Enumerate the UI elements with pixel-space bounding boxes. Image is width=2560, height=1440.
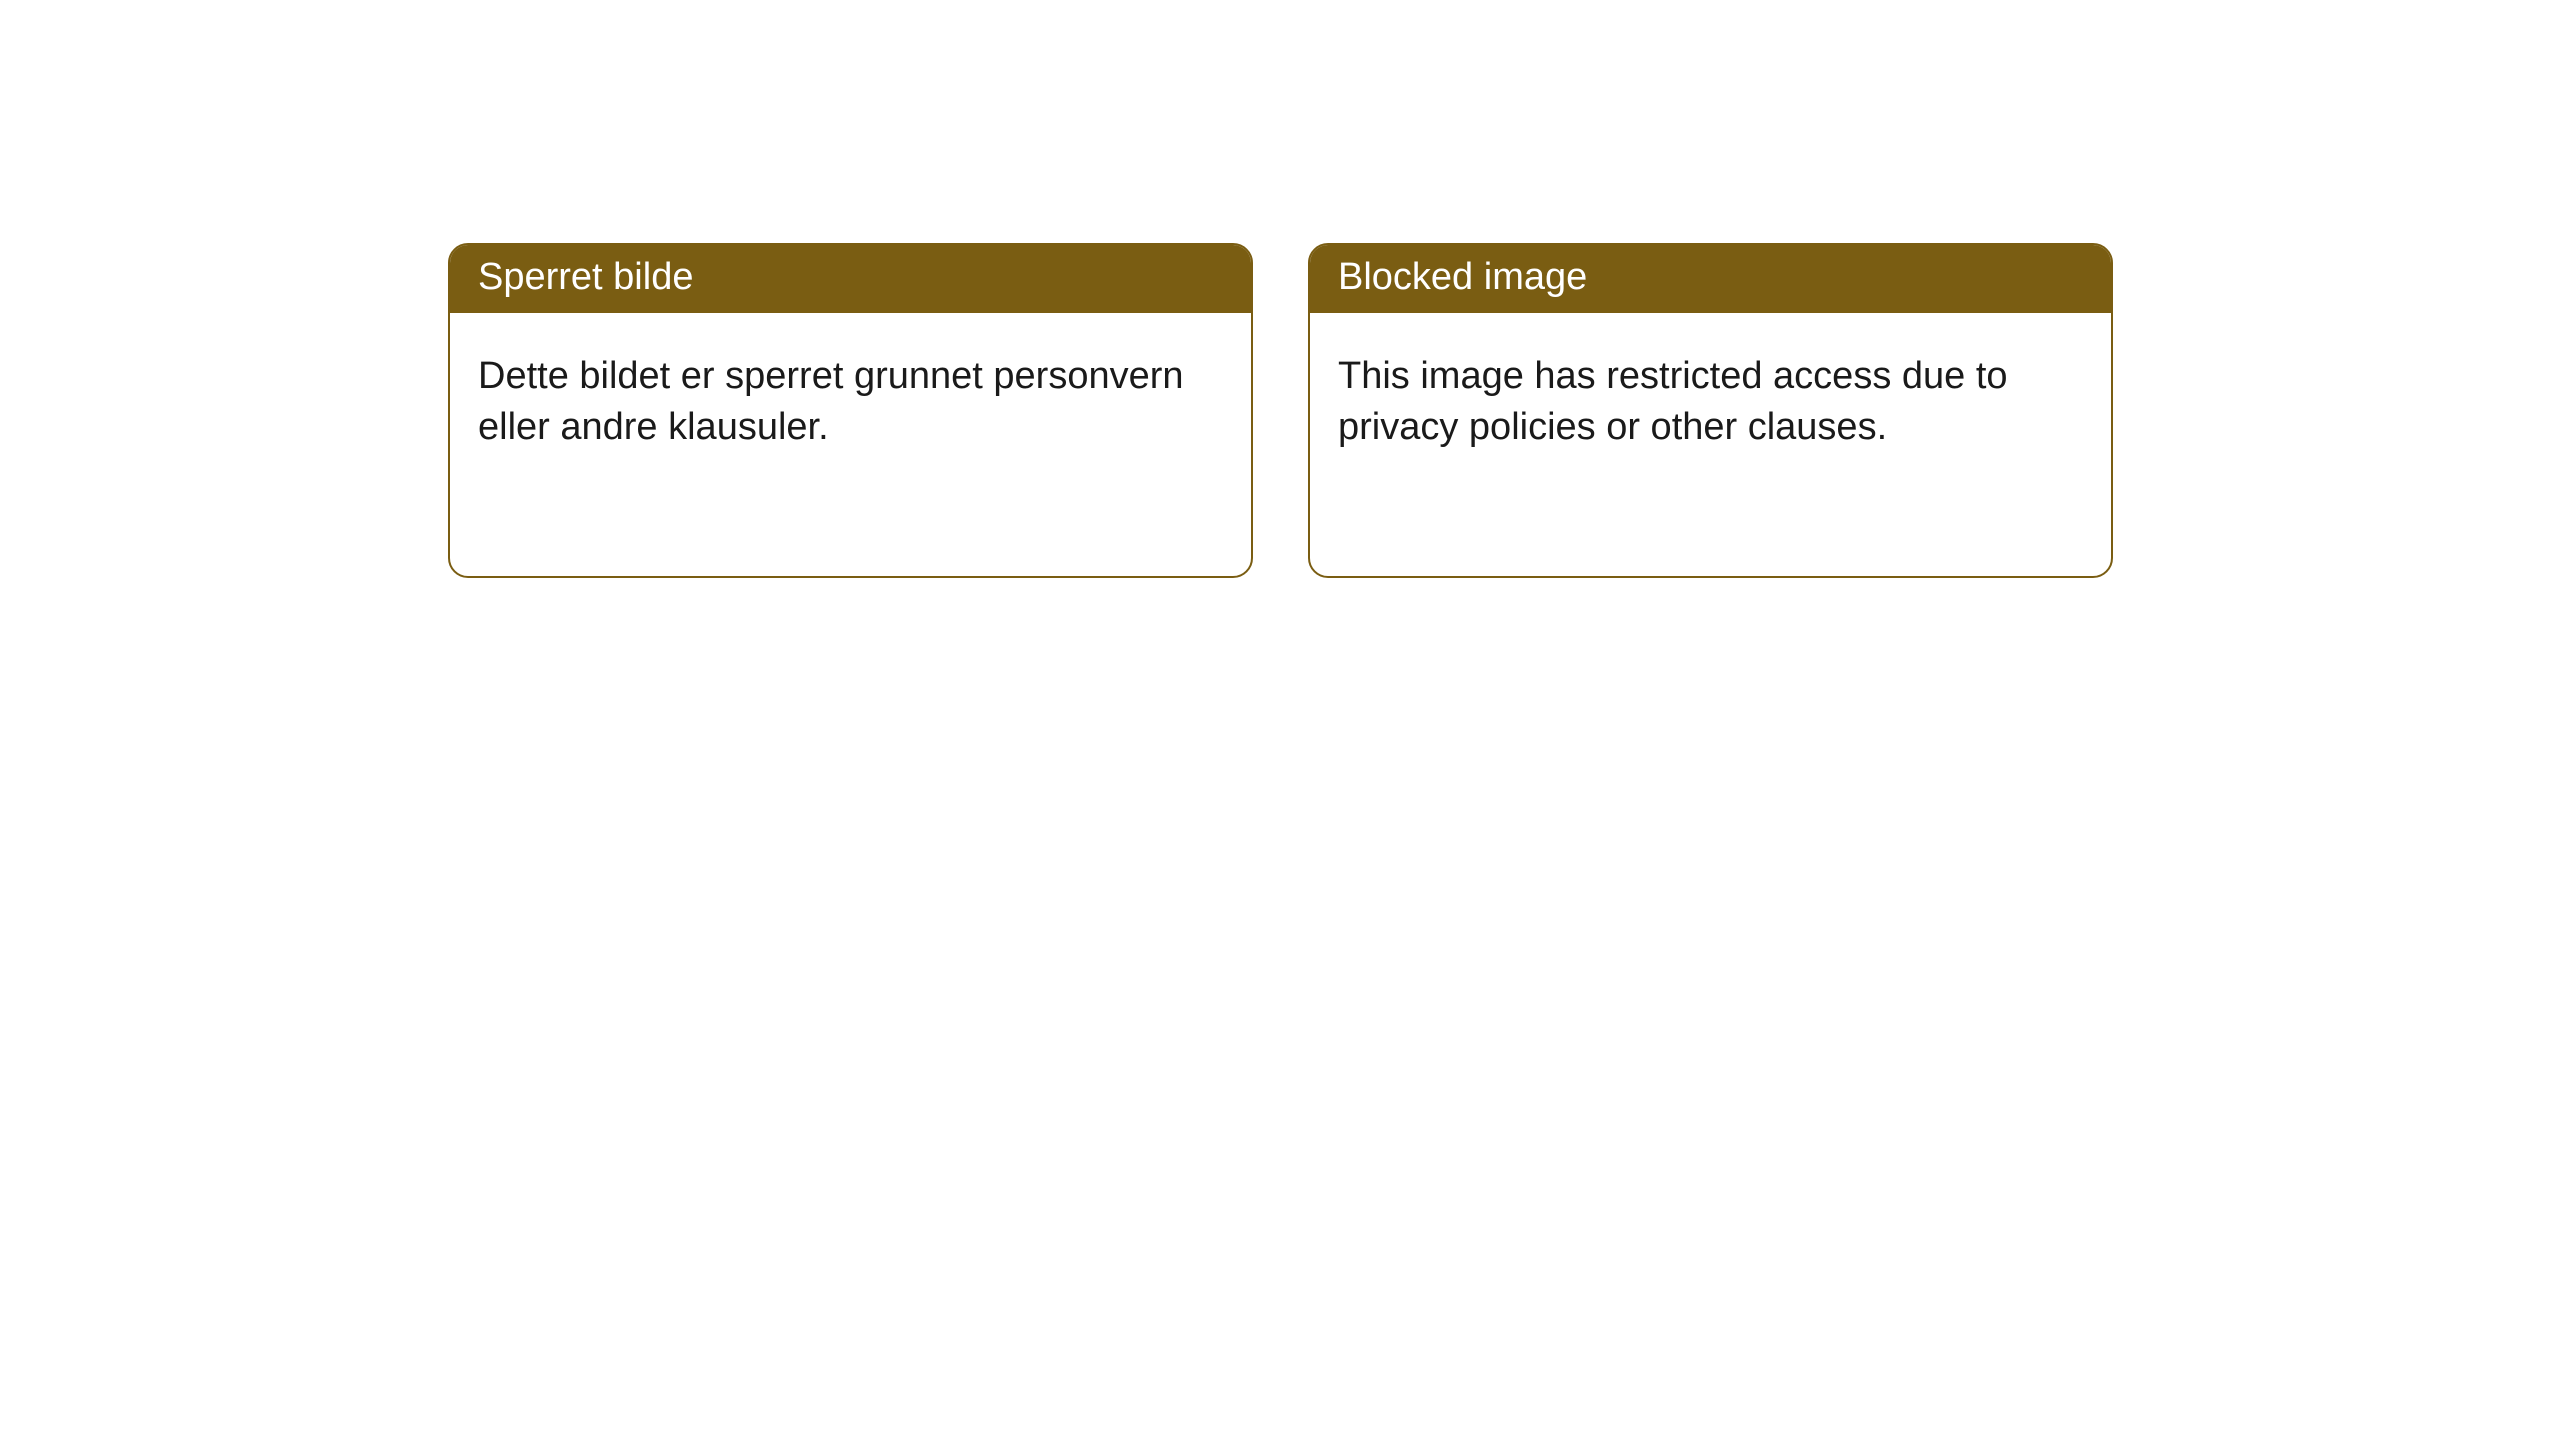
notice-container: Sperret bilde Dette bildet er sperret gr… bbox=[0, 0, 2560, 578]
notice-title: Blocked image bbox=[1310, 245, 2111, 313]
notice-body: This image has restricted access due to … bbox=[1310, 313, 2111, 482]
notice-card-norwegian: Sperret bilde Dette bildet er sperret gr… bbox=[448, 243, 1253, 578]
notice-card-english: Blocked image This image has restricted … bbox=[1308, 243, 2113, 578]
notice-body: Dette bildet er sperret grunnet personve… bbox=[450, 313, 1251, 482]
notice-title: Sperret bilde bbox=[450, 245, 1251, 313]
